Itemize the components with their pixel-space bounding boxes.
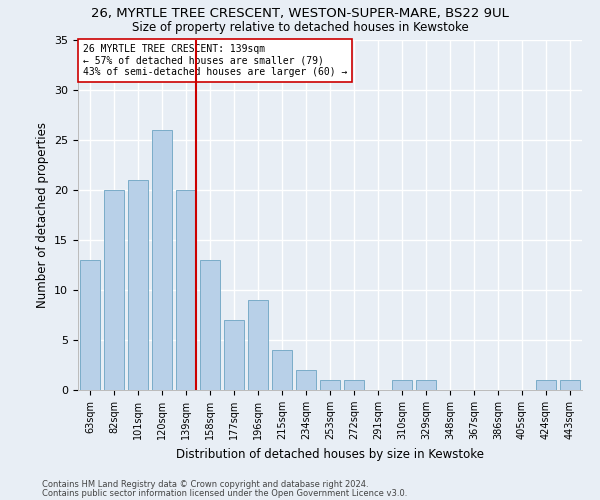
Bar	[392, 380, 412, 390]
Bar	[128, 180, 148, 390]
Y-axis label: Number of detached properties: Number of detached properties	[35, 122, 49, 308]
Bar	[344, 380, 364, 390]
Bar	[272, 350, 292, 390]
Text: 26 MYRTLE TREE CRESCENT: 139sqm
← 57% of detached houses are smaller (79)
43% of: 26 MYRTLE TREE CRESCENT: 139sqm ← 57% of…	[83, 44, 347, 76]
X-axis label: Distribution of detached houses by size in Kewstoke: Distribution of detached houses by size …	[176, 448, 484, 460]
Bar	[80, 260, 100, 390]
Bar	[416, 380, 436, 390]
Text: Contains public sector information licensed under the Open Government Licence v3: Contains public sector information licen…	[42, 489, 407, 498]
Bar	[152, 130, 172, 390]
Bar	[296, 370, 316, 390]
Bar	[104, 190, 124, 390]
Bar	[200, 260, 220, 390]
Bar	[224, 320, 244, 390]
Text: Contains HM Land Registry data © Crown copyright and database right 2024.: Contains HM Land Registry data © Crown c…	[42, 480, 368, 489]
Bar	[320, 380, 340, 390]
Text: Size of property relative to detached houses in Kewstoke: Size of property relative to detached ho…	[131, 21, 469, 34]
Bar	[560, 380, 580, 390]
Text: 26, MYRTLE TREE CRESCENT, WESTON-SUPER-MARE, BS22 9UL: 26, MYRTLE TREE CRESCENT, WESTON-SUPER-M…	[91, 8, 509, 20]
Bar	[176, 190, 196, 390]
Bar	[536, 380, 556, 390]
Bar	[248, 300, 268, 390]
